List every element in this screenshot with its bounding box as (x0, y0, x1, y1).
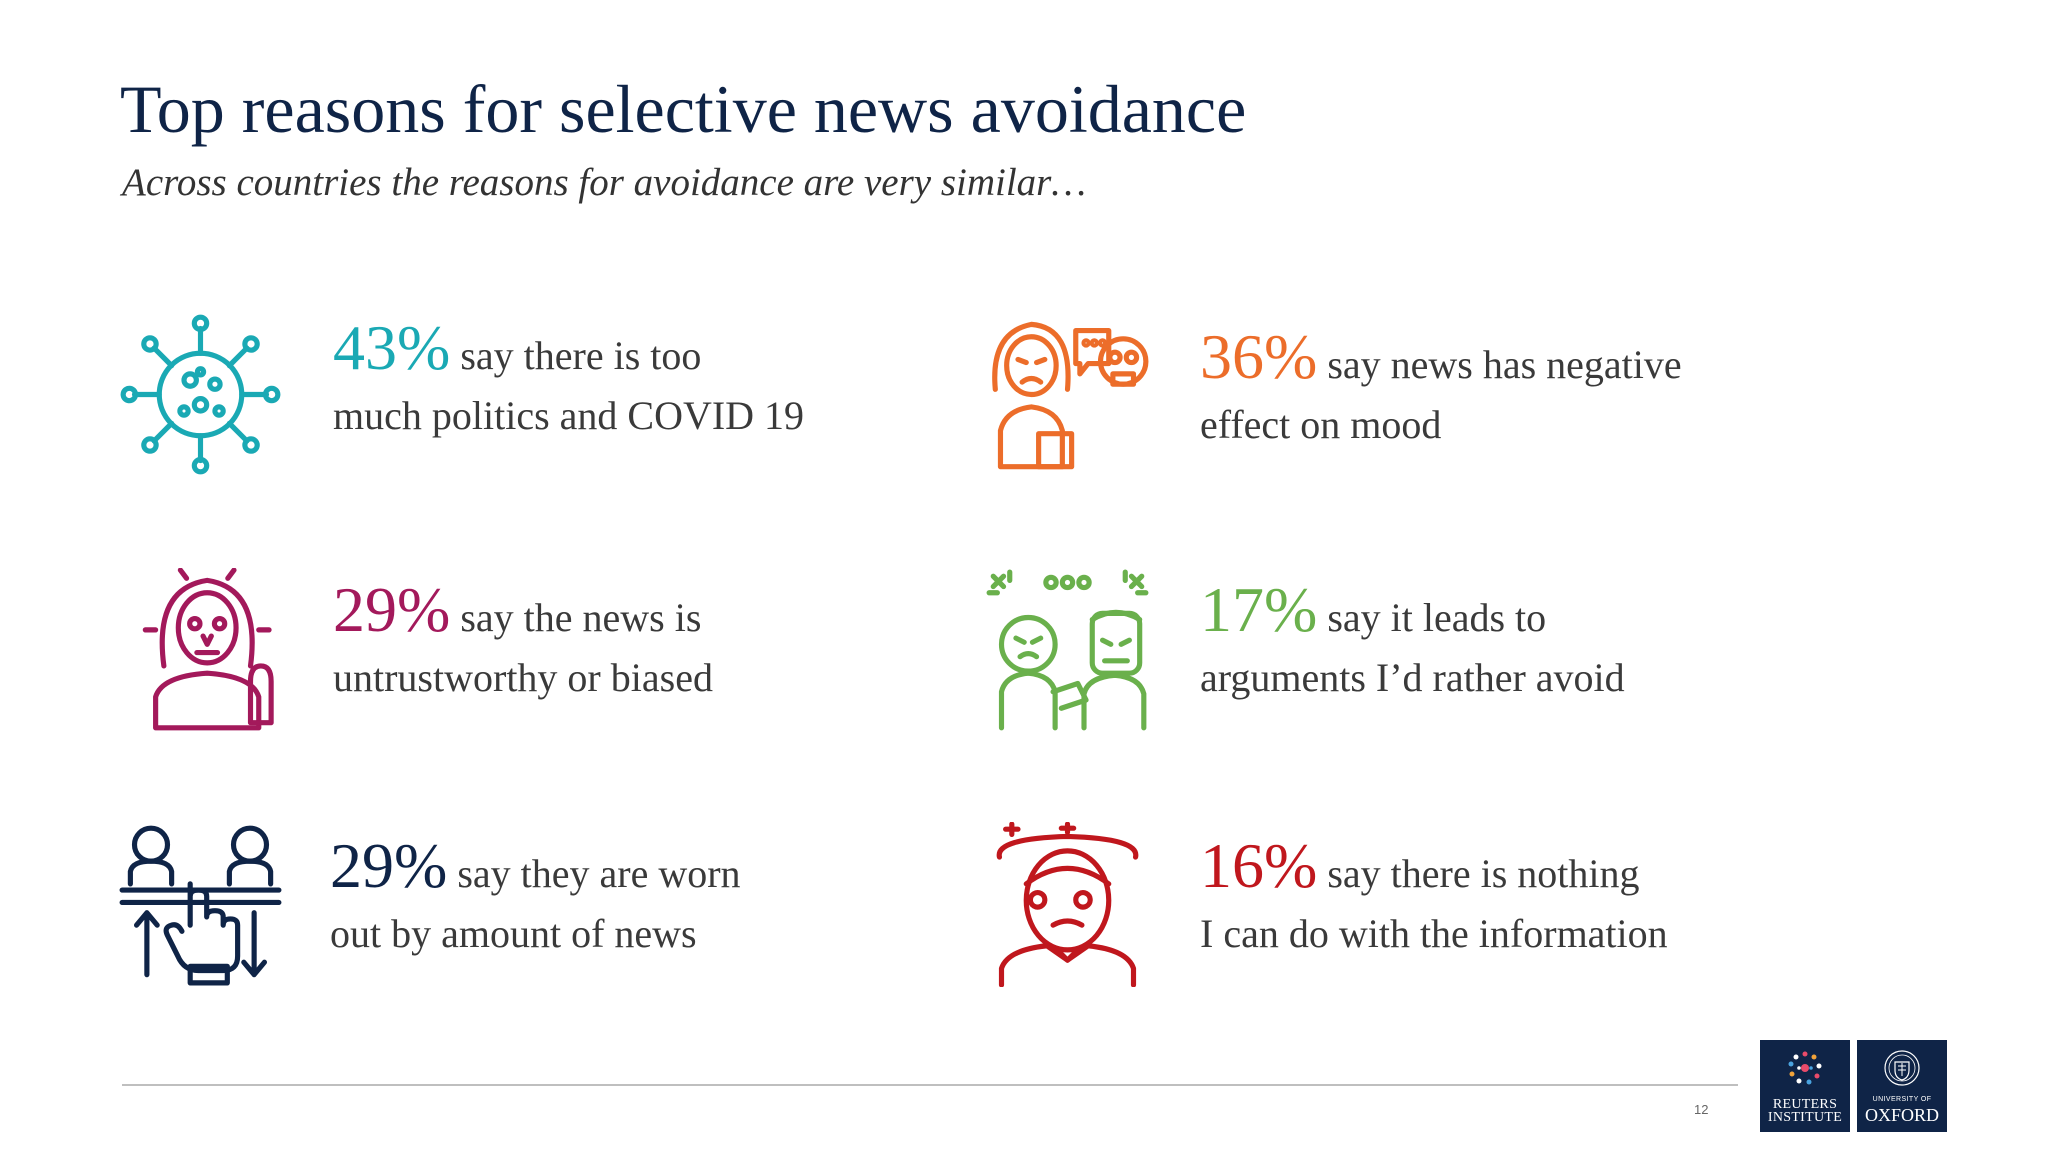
stat-negative-mood: 36% say news has negative effect on mood (1200, 325, 1682, 455)
stat-line1: say news has negative (1327, 342, 1682, 387)
stat-percent: 29% (330, 830, 448, 901)
upset-person-icon (985, 312, 1150, 477)
reuters-logo-line1: REUTERS (1772, 1097, 1838, 1112)
reuters-institute-logo: REUTERS INSTITUTE (1760, 1040, 1850, 1132)
reuters-logo-line2: INSTITUTE (1767, 1110, 1843, 1125)
oxford-crest-icon (1884, 1050, 1920, 1086)
stat-line1: say they are worn (457, 851, 741, 896)
page-subtitle: Across countries the reasons for avoidan… (122, 161, 1087, 204)
stat-percent: 16% (1200, 830, 1318, 901)
stat-line1: say it leads to (1327, 595, 1547, 640)
stat-line1: say the news is (460, 595, 702, 640)
reuters-emblem-icon (1788, 1051, 1822, 1085)
dizzy-person-icon (985, 822, 1150, 987)
stat-untrustworthy: 29% say the news is untrustworthy or bia… (333, 578, 713, 708)
stat-worn-out: 29% say they are worn out by amount of n… (330, 834, 741, 964)
stat-percent: 29% (333, 574, 451, 645)
stat-line1: say there is nothing (1327, 851, 1640, 896)
footer-divider (122, 1084, 1738, 1086)
argument-icon (985, 568, 1150, 733)
stat-line2: effect on mood (1200, 402, 1442, 447)
stat-line2: untrustworthy or biased (333, 655, 713, 700)
page-title: Top reasons for selective news avoidance (120, 71, 1247, 147)
stat-percent: 43% (333, 312, 451, 383)
stat-line2: arguments I’d rather avoid (1200, 655, 1625, 700)
stat-arguments: 17% say it leads to arguments I’d rather… (1200, 578, 1625, 708)
oxford-logo-big: OXFORD (1864, 1105, 1939, 1125)
stat-percent: 36% (1200, 321, 1318, 392)
stat-line2: I can do with the information (1200, 911, 1668, 956)
virus-icon (118, 312, 283, 477)
stat-nothing-to-do: 16% say there is nothing I can do with t… (1200, 834, 1668, 964)
oxford-logo-small: UNIVERSITY OF (1872, 1096, 1932, 1103)
stat-percent: 17% (1200, 574, 1318, 645)
stat-line2: out by amount of news (330, 911, 697, 956)
stat-politics-covid: 43% say there is too much politics and C… (333, 316, 805, 446)
page-number: 12 (1694, 1102, 1709, 1117)
stat-line1: say there is too (460, 333, 702, 378)
information-overload-icon (118, 822, 283, 987)
university-of-oxford-logo: UNIVERSITY OF OXFORD (1857, 1040, 1947, 1132)
stat-line2: much politics and COVID 19 (333, 393, 805, 438)
distrustful-person-icon (135, 568, 300, 733)
